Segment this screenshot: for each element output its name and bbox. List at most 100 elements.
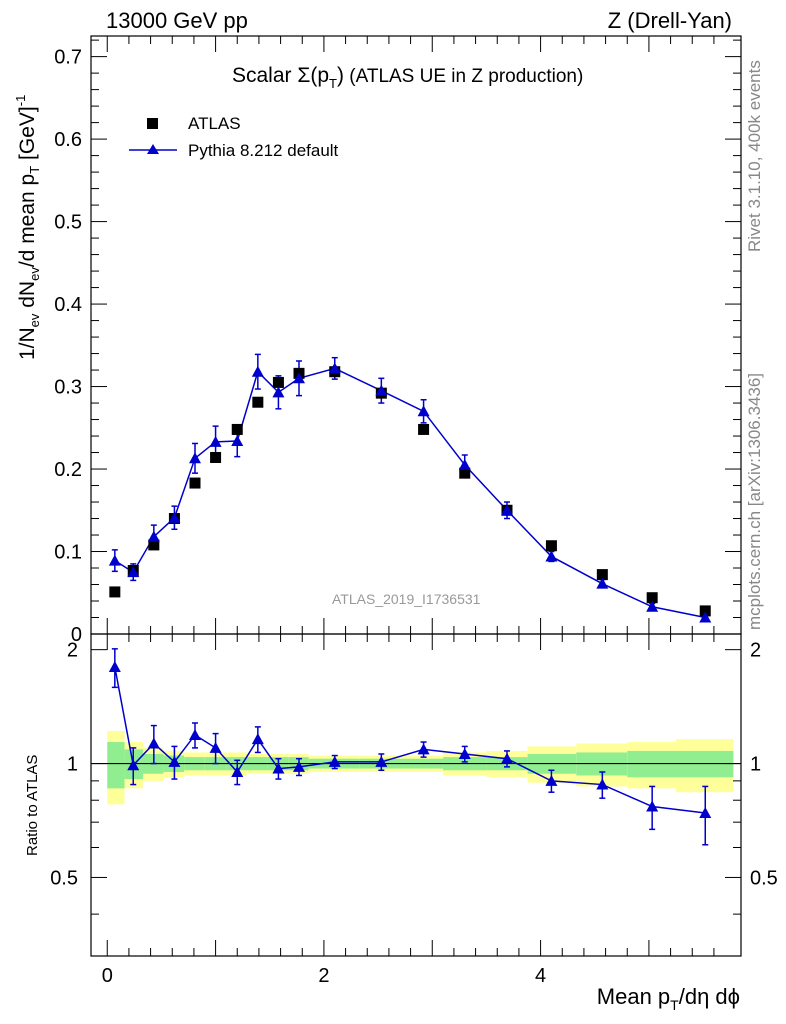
ratio-y-tick-label-right: 2 — [750, 640, 761, 662]
atlas-point — [272, 376, 284, 388]
ratio-point — [646, 800, 659, 812]
y-tick-label: 0.1 — [54, 542, 82, 564]
ratio-point — [293, 760, 305, 772]
ratio-y-tick-label: 2 — [67, 640, 78, 662]
ratio-axis-ticks — [91, 634, 741, 956]
main-y-tick-labels: 0 0.1 0.2 0.3 0.4 0.5 0.6 0.7 — [54, 47, 82, 646]
atlas-point — [418, 423, 430, 435]
ylabel-part: 1/N — [16, 327, 39, 360]
mc-point — [545, 550, 558, 562]
ratio-points — [108, 660, 712, 819]
ratio-y-tick-label: 0.5 — [50, 867, 78, 889]
mc-point — [646, 600, 659, 612]
y-tick-label: 0 — [71, 624, 82, 646]
atlas-point — [252, 396, 264, 408]
y-tick-label: 0.5 — [54, 212, 82, 234]
mc-points — [108, 362, 712, 623]
mc-point — [375, 384, 388, 396]
main-panel: 00.10.20.30.40.50.60.7 Scalar Σ(pT) (ATL… — [13, 35, 742, 646]
main-axis-ticks — [91, 36, 741, 635]
x-tick-label: 2 — [318, 965, 329, 987]
y-tick-label: 0.4 — [54, 294, 82, 316]
title-sub: T — [329, 76, 337, 91]
y-tick-label: 0.3 — [54, 377, 82, 399]
ratio-series-line — [114, 666, 706, 814]
mc-point — [328, 362, 341, 374]
ylabel-part: [GeV] — [16, 106, 39, 166]
ratio-y-tick-label-right: 0.5 — [750, 867, 778, 889]
ratio-y-tick-label: 1 — [67, 754, 78, 776]
ratio-point — [375, 755, 388, 767]
atlas-point — [545, 540, 557, 552]
ylabel-sup: -1 — [13, 95, 28, 107]
mc-point — [209, 435, 222, 447]
ratio-point — [596, 778, 609, 790]
rivet-label: Rivet 3.1.10, 400k events — [745, 60, 764, 252]
title-main: Scalar — [232, 64, 297, 87]
ratio-frame — [90, 633, 742, 957]
ratio-point — [328, 755, 341, 767]
atlas-point — [231, 423, 243, 435]
atlas-point — [109, 586, 121, 598]
mc-point — [272, 386, 285, 398]
mc-point — [108, 554, 121, 566]
mcplots-label: mcplots.cern.ch [arXiv:1306.3436] — [745, 373, 764, 630]
atlas-points — [109, 366, 711, 617]
ratio-point — [127, 759, 140, 771]
ratio-point — [417, 743, 430, 755]
ratio-point — [545, 774, 558, 786]
ylabel-part: dN — [16, 281, 39, 314]
mc-point — [168, 511, 181, 523]
x-tick-label: 0 — [102, 965, 113, 987]
title-sigma: Σ(p — [297, 64, 329, 87]
mc-point — [699, 611, 712, 623]
atlas-point — [646, 592, 658, 604]
ylabel-sub: ev — [27, 313, 42, 327]
ratio-y-tick-label-right: 1 — [750, 754, 761, 776]
atlas-point — [148, 539, 160, 551]
mc-series-line — [114, 367, 706, 619]
ratio-point — [147, 737, 160, 749]
x-axis-label: Mean pT/dη dϕ — [597, 984, 740, 1013]
xlabel-sub: T — [670, 997, 679, 1013]
atlas-point — [596, 569, 608, 581]
legend-atlas-label: ATLAS — [188, 114, 241, 133]
mc-point — [501, 504, 513, 516]
mc-point — [293, 372, 305, 384]
inner-band — [107, 742, 125, 789]
ratio-point — [501, 752, 513, 764]
main-y-axis-label: 1/Nev dNev/d mean pT [GeV]-1 — [13, 95, 42, 360]
header-left: 13000 GeV pp — [106, 8, 248, 33]
title-rest: (ATLAS UE in Z production) — [344, 66, 583, 87]
analysis-watermark: ATLAS_2019_I1736531 — [332, 591, 481, 607]
x-tick-labels: 0 2 4 — [102, 965, 546, 987]
xlabel-part: Mean p — [597, 984, 670, 1009]
y-tick-label: 0.7 — [54, 47, 82, 69]
legend-atlas-marker — [147, 118, 158, 129]
uncertainty-bands — [107, 730, 734, 805]
ratio-point — [209, 741, 222, 753]
x-tick-label: 4 — [535, 965, 546, 987]
ratio-point — [108, 660, 121, 672]
mc-point — [231, 434, 244, 446]
mc-point — [127, 566, 140, 578]
ylabel-sub: ev — [27, 267, 42, 281]
ratio-point — [231, 765, 244, 777]
legend-mc-label: Pythia 8.212 default — [188, 141, 339, 160]
ylabel-part: /d mean p — [16, 174, 39, 267]
xlabel-part: /dη dϕ — [679, 984, 740, 1009]
mc-point — [189, 452, 201, 464]
mc-point — [458, 458, 471, 470]
mc-point — [417, 405, 430, 417]
legend: ATLAS Pythia 8.212 default — [129, 114, 339, 160]
atlas-point — [210, 451, 222, 463]
mc-point — [251, 365, 264, 377]
mc-point — [147, 530, 160, 542]
atlas-point — [459, 467, 471, 479]
ratio-point — [272, 762, 285, 774]
title-close: ) — [337, 64, 344, 87]
ratio-point — [168, 755, 181, 767]
header-right: Z (Drell-Yan) — [608, 8, 732, 33]
ratio-y-tick-labels: 0.5 0.5 1 1 2 2 — [50, 640, 778, 890]
